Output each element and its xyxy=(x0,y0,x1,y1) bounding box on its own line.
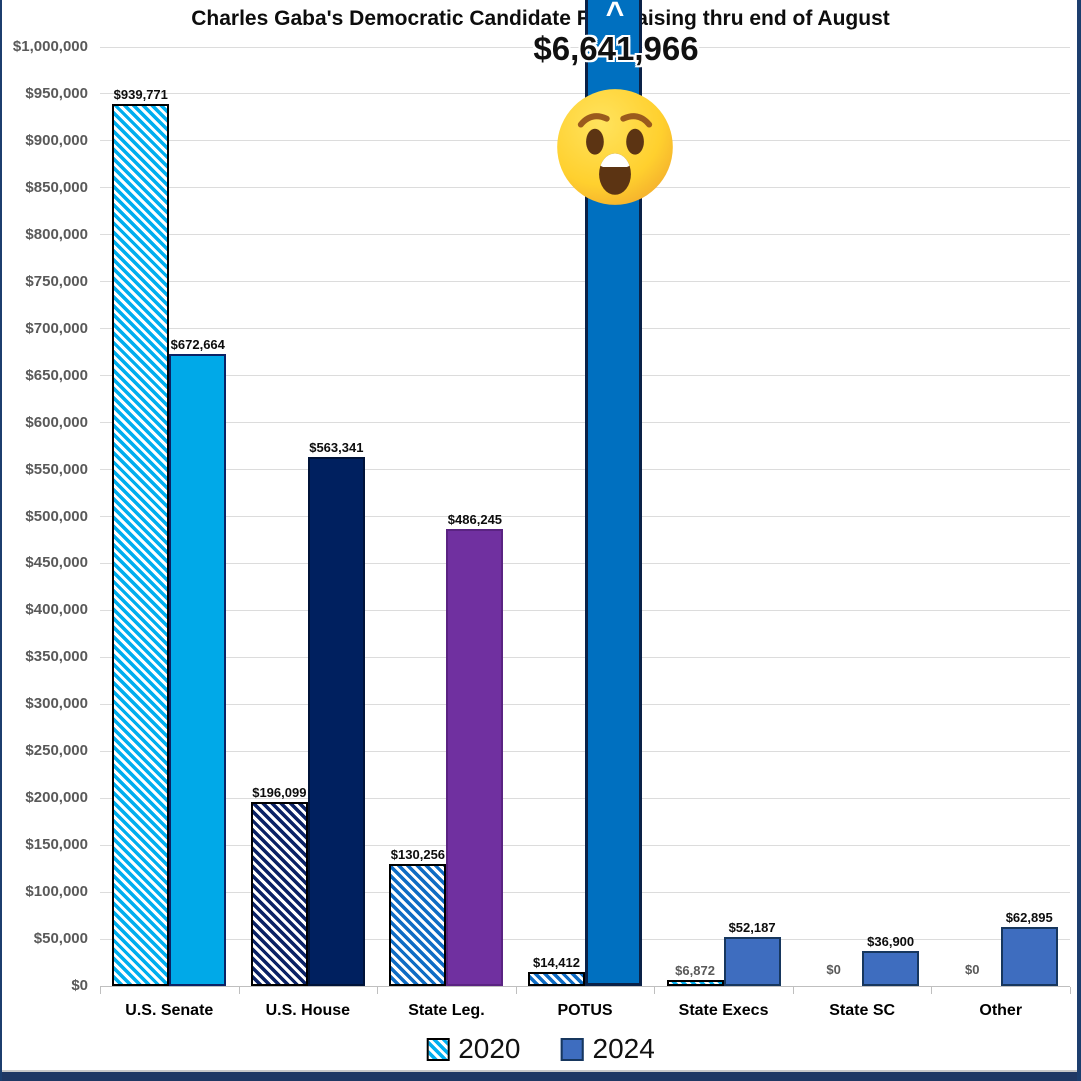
y-axis-label: $0 xyxy=(71,977,88,994)
axis-tick-mark xyxy=(931,987,933,994)
y-axis-label: $200,000 xyxy=(25,789,88,807)
category-label-other: Other xyxy=(979,1002,1023,1019)
legend: 2020 2024 xyxy=(426,1033,655,1065)
chart-title: Charles Gaba's Democratic Candidate Fund… xyxy=(191,7,890,30)
bar-2024-state-execs xyxy=(723,936,781,986)
y-axis-label: $1,000,000 xyxy=(12,38,88,55)
category-label-state-sc: State SC xyxy=(829,1002,896,1019)
value-label-2020-other: $0 xyxy=(964,962,980,977)
y-axis-label: $600,000 xyxy=(25,413,88,431)
value-label-2020-state-execs: $6,872 xyxy=(675,962,715,978)
y-axis-label: $750,000 xyxy=(25,272,88,290)
left-border xyxy=(0,0,2,1081)
value-label-2020-state-leg: $130,256 xyxy=(390,846,446,862)
axis-tick-mark xyxy=(654,987,656,994)
legend-item-2024: 2024 xyxy=(560,1033,655,1065)
y-axis-label: $50,000 xyxy=(33,930,88,948)
bar-2020-state-leg xyxy=(389,863,447,986)
bar-2020-u-s-senate xyxy=(112,103,170,986)
bar-2024-state-sc xyxy=(862,951,920,986)
bar-2020-state-execs xyxy=(666,979,724,986)
y-axis-label: $300,000 xyxy=(25,695,88,713)
value-label-2020-u-s-senate: $939,771 xyxy=(113,86,168,102)
x-axis-line xyxy=(100,986,1070,987)
axis-tick-mark xyxy=(100,987,101,994)
value-label-2020-u-s-house: $196,099 xyxy=(252,784,307,800)
legend-item-2020: 2020 xyxy=(426,1033,521,1065)
value-label-2020-state-sc: $0 xyxy=(826,962,841,977)
y-axis-label: $450,000 xyxy=(25,554,88,572)
y-axis-label: $900,000 xyxy=(25,131,88,149)
y-axis-label: $950,000 xyxy=(25,84,88,102)
category-label-u-s-house: U.S. House xyxy=(265,1002,351,1019)
bar-2020-u-s-house xyxy=(250,801,308,986)
category-label-potus: POTUS xyxy=(557,1002,613,1019)
y-axis-label: $650,000 xyxy=(25,366,88,384)
category-label-state-execs: State Execs xyxy=(678,1002,769,1019)
y-axis-label: $700,000 xyxy=(25,319,88,337)
axis-tick-mark xyxy=(238,987,240,994)
y-axis-label: $350,000 xyxy=(25,648,88,666)
footer-divider xyxy=(0,1070,1081,1072)
footer-bar xyxy=(0,1072,1081,1081)
y-axis-label: $150,000 xyxy=(25,836,88,854)
y-axis-label: $400,000 xyxy=(25,601,88,619)
right-border xyxy=(1077,0,1081,1081)
value-label-2024-u-s-house: $563,341 xyxy=(309,440,364,456)
value-label-2024-state-sc: $36,900 xyxy=(867,934,915,950)
y-axis-label: $550,000 xyxy=(25,460,88,478)
y-axis-label: $250,000 xyxy=(25,742,88,760)
axis-tick-mark xyxy=(515,987,517,994)
bar-2020-potus xyxy=(528,972,585,986)
axis-tick-mark xyxy=(792,987,794,994)
legend-label-2020: 2020 xyxy=(458,1033,521,1064)
legend-swatch-2020-icon xyxy=(426,1037,450,1061)
bar-2024-u-s-senate xyxy=(169,354,227,986)
y-axis-label: $850,000 xyxy=(25,178,88,196)
y-axis-label: $100,000 xyxy=(25,883,88,901)
caret-up-icon: ^ xyxy=(605,0,625,31)
legend-label-2024: 2024 xyxy=(592,1033,655,1064)
astonished-face-emoji-icon xyxy=(557,89,673,205)
y-axis-label: $800,000 xyxy=(25,225,88,243)
potus-callout-value: $6,641,966 xyxy=(533,30,699,67)
bar-2024-u-s-house xyxy=(307,457,365,986)
category-label-state-leg: State Leg. xyxy=(408,1002,485,1019)
value-label-2020-potus: $14,412 xyxy=(533,955,580,971)
value-label-2024-state-execs: $52,187 xyxy=(728,919,776,935)
category-label-u-s-senate: U.S. Senate xyxy=(125,1002,214,1019)
value-label-2024-u-s-senate: $672,664 xyxy=(170,337,225,353)
value-label-2024-state-leg: $486,245 xyxy=(447,512,503,528)
axis-tick-mark xyxy=(1070,987,1071,994)
value-label-2024-other: $62,895 xyxy=(1005,909,1053,925)
y-axis-label: $500,000 xyxy=(25,507,88,525)
axis-tick-mark xyxy=(377,987,379,994)
legend-swatch-2024-icon xyxy=(560,1037,584,1061)
bar-2024-other xyxy=(1000,926,1058,986)
bar-2024-state-leg xyxy=(446,529,504,986)
